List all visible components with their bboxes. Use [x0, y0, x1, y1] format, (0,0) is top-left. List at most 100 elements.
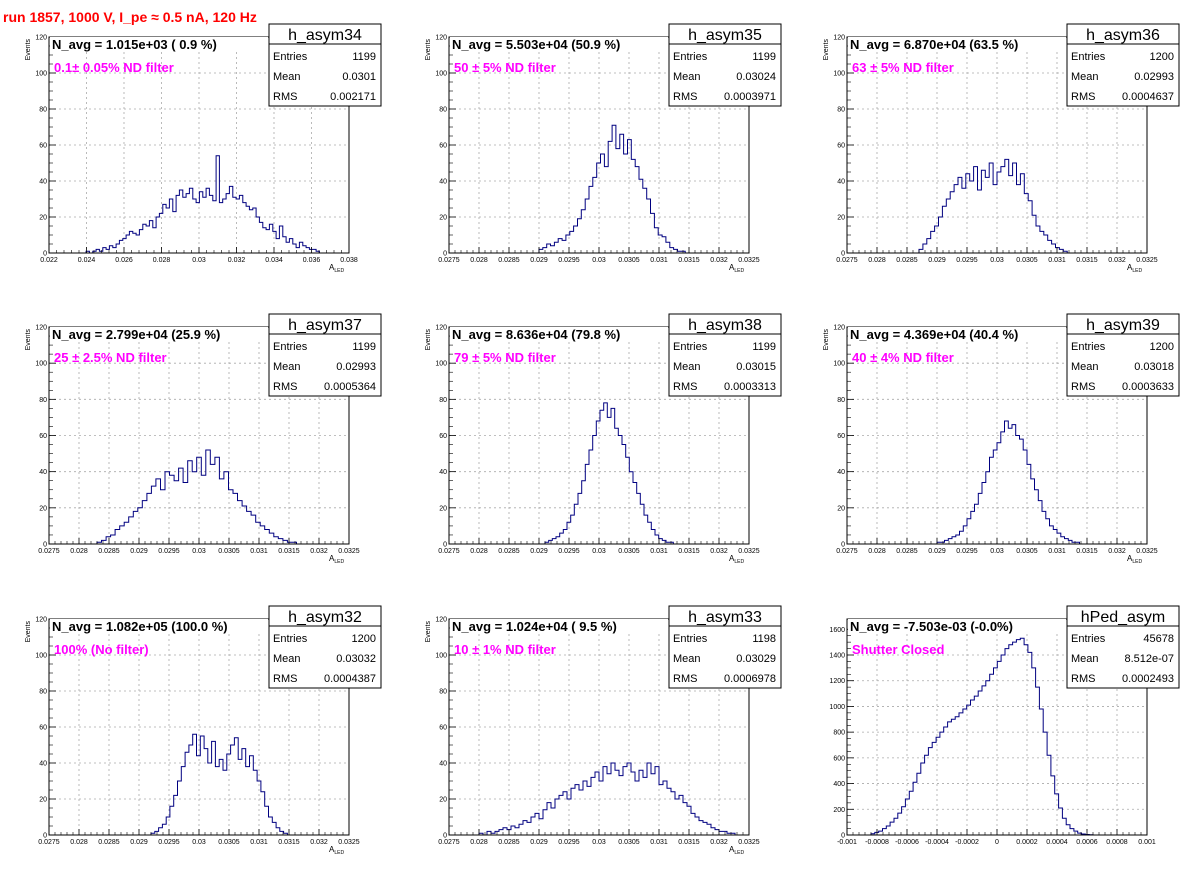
y-tick-label: 1000	[829, 704, 845, 711]
x-tick-label: 0.031	[250, 839, 268, 846]
x-tick-label: 0.0285	[498, 548, 520, 555]
y-tick-label: 100	[833, 361, 845, 368]
histogram-h_asym34: 0.022 0.024 0.026 0.028 0.03 0.032 0.034 0.036 0…	[25, 23, 382, 274]
y-tick-label: 20	[837, 215, 845, 222]
x-tick-label: 0.0275	[438, 839, 460, 846]
y-tick-label: 40	[39, 469, 47, 476]
y-axis-label: Events	[25, 621, 32, 643]
filter-label: 0.1± 0.05% ND filter	[54, 60, 174, 75]
y-tick-label: 120	[35, 325, 47, 332]
navg-box	[848, 619, 1066, 634]
x-tick-label: 0.0004	[1046, 839, 1068, 846]
x-tick-label: 0.0275	[438, 548, 460, 555]
x-tick-label: 0.038	[340, 257, 358, 264]
stats-label-entries: Entries	[273, 633, 308, 645]
histogram-title: h_asym39	[1086, 317, 1160, 334]
stats-value-mean: 0.03015	[736, 361, 776, 373]
y-tick-label: 80	[837, 397, 845, 404]
x-tick-label: 0.0305	[618, 257, 640, 264]
stats-value-rms: 0.0003313	[724, 381, 776, 393]
y-tick-label: 20	[837, 505, 845, 512]
x-tick-label: -0.0004	[925, 839, 949, 846]
x-tick-label: 0.028	[868, 257, 886, 264]
stats-label-rms: RMS	[1071, 381, 1095, 393]
y-tick-label: 0	[43, 833, 47, 840]
x-tick-label: 0.031	[1048, 548, 1066, 555]
stats-label-rms: RMS	[673, 381, 697, 393]
filter-label: 79 ± 5% ND filter	[454, 350, 556, 365]
histogram-h_asym35: 0.0275 0.028 0.0285 0.029 0.0295 0.03 0.0305 0.…	[425, 23, 782, 274]
navg-box	[50, 327, 268, 342]
navg-label: N_avg = 6.870e+04 (63.5 %)	[850, 37, 1018, 52]
stats-label-rms: RMS	[673, 91, 697, 103]
stats-label-mean: Mean	[673, 361, 701, 373]
stats-label-entries: Entries	[673, 51, 708, 63]
stats-value-rms: 0.0005364	[324, 381, 376, 393]
x-tick-label: 0.032	[710, 257, 728, 264]
x-tick-label: 0.036	[303, 257, 321, 264]
x-axis-label: ALED	[729, 845, 744, 856]
stats-label-entries: Entries	[273, 341, 308, 353]
histogram-line	[150, 733, 295, 836]
y-tick-label: 1600	[829, 627, 845, 634]
x-tick-label: 0.0295	[558, 257, 580, 264]
stats-value-entries: 1200	[1150, 51, 1174, 63]
filter-label: 10 ± 1% ND filter	[454, 642, 556, 657]
stats-value-entries: 1200	[1150, 341, 1174, 353]
x-tick-label: 0.032	[1108, 548, 1126, 555]
y-tick-label: 20	[39, 215, 47, 222]
navg-label: N_avg = 4.369e+04 (40.4 %)	[850, 327, 1018, 342]
x-tick-label: 0.0305	[218, 839, 240, 846]
x-tick-label: 0.0315	[278, 839, 300, 846]
histogram-title: hPed_asym	[1081, 609, 1166, 626]
stats-value-rms: 0.0003633	[1122, 381, 1174, 393]
histogram-line	[478, 762, 743, 836]
x-tick-label: 0.0305	[618, 839, 640, 846]
y-tick-label: 200	[833, 807, 845, 814]
navg-box	[450, 327, 668, 342]
stats-label-rms: RMS	[1071, 91, 1095, 103]
histogram-h_asym32: 0.0275 0.028 0.0285 0.029 0.0295 0.03 0.0305 0.…	[25, 605, 382, 856]
y-tick-label: 100	[35, 653, 47, 660]
histogram-title: h_asym34	[288, 27, 362, 44]
stats-value-entries: 1198	[752, 633, 776, 645]
x-axis-label: ALED	[329, 845, 344, 856]
y-axis-label: Events	[25, 39, 32, 61]
histogram-line	[936, 420, 1087, 545]
x-tick-label: 0.0275	[38, 548, 60, 555]
stats-value-rms: 0.0004637	[1122, 91, 1174, 103]
histogram-title: h_asym37	[288, 317, 362, 334]
navg-label: N_avg = 8.636e+04 (79.8 %)	[452, 327, 620, 342]
x-tick-label: 0.032	[710, 839, 728, 846]
y-tick-label: 60	[439, 433, 447, 440]
x-tick-label: 0.031	[1048, 257, 1066, 264]
stats-label-entries: Entries	[1071, 51, 1106, 63]
x-axis-label: ALED	[329, 263, 344, 274]
stats-label-rms: RMS	[1071, 673, 1095, 685]
x-tick-label: 0.029	[928, 548, 946, 555]
x-tick-label: 0.0275	[38, 839, 60, 846]
x-tick-label: 0.0285	[498, 839, 520, 846]
y-tick-label: 100	[35, 71, 47, 78]
navg-box	[50, 619, 268, 634]
x-tick-label: 0.0325	[338, 548, 360, 555]
x-tick-label: 0.0295	[956, 257, 978, 264]
x-tick-label: 0.0315	[1076, 548, 1098, 555]
stats-value-mean: 0.03029	[736, 653, 776, 665]
stats-value-entries: 1199	[352, 341, 376, 353]
x-tick-label: 0.03	[592, 839, 606, 846]
y-tick-label: 40	[439, 179, 447, 186]
y-axis-label: Events	[425, 329, 432, 351]
x-tick-label: 0.0305	[1016, 257, 1038, 264]
x-tick-label: 0.028	[70, 839, 88, 846]
stats-label-entries: Entries	[673, 633, 708, 645]
filter-label: Shutter Closed	[852, 642, 945, 657]
x-tick-label: 0.028	[470, 839, 488, 846]
histogram-line	[870, 637, 1094, 836]
histogram-line	[82, 155, 323, 254]
y-tick-label: 60	[39, 433, 47, 440]
x-tick-label: 0.032	[228, 257, 246, 264]
y-tick-label: 20	[439, 505, 447, 512]
y-tick-label: 100	[435, 361, 447, 368]
